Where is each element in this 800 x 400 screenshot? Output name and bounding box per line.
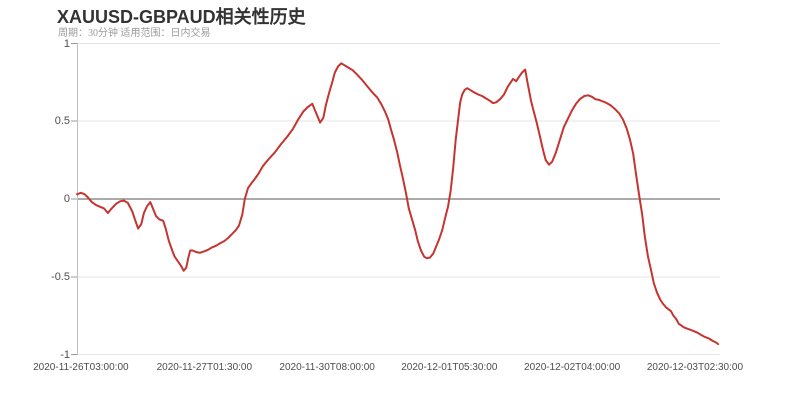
correlation-line: [76, 62, 720, 346]
x-tick-label: 2020-11-27T01:30:00: [156, 362, 253, 373]
x-tick-label: 2020-11-30T08:00:00: [279, 362, 375, 373]
y-tick-label: 0.5: [54, 115, 70, 127]
chart-title: XAUUSD-GBPAUD相关性历史: [57, 7, 306, 27]
x-tick-label: 2020-12-03T02:30:00: [646, 362, 744, 373]
x-tick-label: 2020-11-26T03:00:00: [33, 362, 129, 373]
y-tick-label: 1: [63, 37, 70, 50]
chart-subtitle: 周期：30分钟 适用范围：日内交易: [58, 28, 211, 39]
x-tick-label: 2020-12-01T05:30:00: [401, 362, 498, 373]
y-tick-label: 0: [63, 193, 70, 205]
y-tick-label: -1: [60, 348, 70, 361]
x-tick-label: 2020-12-02T04:00:00: [524, 362, 621, 373]
y-tick-label: -0.5: [51, 271, 70, 283]
plot-svg: [71, 43, 720, 355]
plot-area: [71, 43, 720, 355]
